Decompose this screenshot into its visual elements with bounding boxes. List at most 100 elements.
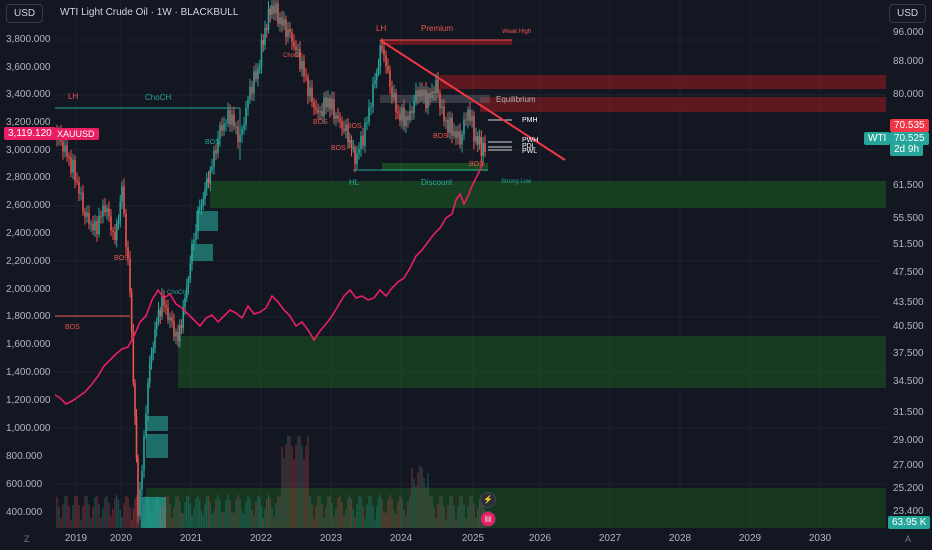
candle-body [345,124,347,132]
volume-bar [135,495,138,528]
volume-bar [94,496,96,528]
volume-bar [451,496,453,528]
volume-bar [427,473,429,528]
candle-body [455,131,457,138]
left-axis-tick: 3,200.000 [6,117,51,128]
candle-body [123,186,125,214]
volume-bar [407,501,409,528]
volume-tag: 63.95 K [888,516,931,529]
candle-body [381,45,383,49]
volume-bar [279,497,281,528]
zoom-icon[interactable]: Z [24,534,30,544]
volume-bar [374,519,376,528]
candle-body [321,111,323,117]
left-axis-tick: 1,800.000 [6,311,51,322]
volume-bar [437,504,439,528]
right-axis-tick: 43.500 [893,297,924,308]
volume-bar [445,519,447,528]
candle-body [253,71,255,94]
candle-body [150,353,153,364]
candle-body [64,145,66,152]
candle-body [372,83,374,107]
left-currency-button[interactable]: USD [6,4,44,23]
candle-body [159,309,162,317]
volume-bar [455,519,457,528]
candle-body [277,3,279,24]
volume-bar [303,459,305,528]
volume-bar [141,519,143,528]
candle-body [411,110,413,114]
volume-bar [64,495,66,528]
right-axis-tick: 31.500 [893,407,924,418]
volume-bar [331,502,333,528]
candle-body [66,145,68,157]
us-flag-icon[interactable]: ▤ [480,511,496,527]
candle-body [475,135,477,142]
right-axis-tick: 29.000 [893,435,924,446]
candle-body [453,131,455,136]
volume-bar [343,515,345,528]
candle-body [480,136,483,156]
volume-bar [247,495,249,528]
candle-body [377,66,380,73]
candle-body [247,99,249,109]
volume-bar [362,506,364,528]
candle-body [421,89,423,96]
candle-body [86,212,88,217]
volume-bar [199,500,201,528]
candle-body [221,125,223,131]
left-axis-tick: 800.000 [6,451,43,462]
candle-body [407,116,409,121]
candle-body [387,66,389,71]
volume-bar [275,503,277,528]
candle-body [329,97,331,110]
order-block-1 [196,211,218,231]
candle-body [389,70,391,87]
volume-bar [283,458,285,528]
candle-body [161,295,163,317]
volume-bar [251,509,253,528]
candle-body [303,60,305,77]
volume-bar [239,498,241,528]
candle-body [279,17,281,24]
candle-body [461,134,463,145]
candle-body [132,331,135,383]
volume-bar [193,509,195,528]
volume-bar [449,496,451,528]
candle-body [447,120,449,133]
candle-body [445,120,447,122]
volume-bar [157,497,160,528]
candle-body [88,212,90,224]
volume-bar [143,504,145,528]
candle-body [441,106,443,109]
candle-body [291,32,293,43]
volume-bar [387,500,389,528]
x-axis-label: 2025 [461,533,485,544]
candle-body [401,107,403,121]
candle-body [62,141,64,152]
lightning-icon[interactable]: ⚡ [480,492,496,508]
candle-body [366,122,368,124]
auto-scale-button[interactable]: A [905,534,912,544]
candle-body [327,97,329,108]
candle-body [200,204,203,208]
volume-bar [253,515,255,528]
volume-bar [441,496,443,528]
volume-bar [108,502,110,528]
candle-body [163,295,165,306]
supply-zone-lower [480,97,886,112]
candle-body [435,79,437,94]
volume-bar [152,510,154,528]
candle-body [393,92,395,98]
volume-bar [184,502,186,528]
candle-body [439,93,441,109]
candle-body [204,188,206,199]
discount-zone [382,163,488,171]
candle-body [197,209,199,232]
candle-body [187,279,190,287]
volume-bar [134,498,136,528]
right-currency-button[interactable]: USD [889,4,927,23]
candle-body [167,307,169,321]
strong-low-label: Strong Low [501,179,532,185]
